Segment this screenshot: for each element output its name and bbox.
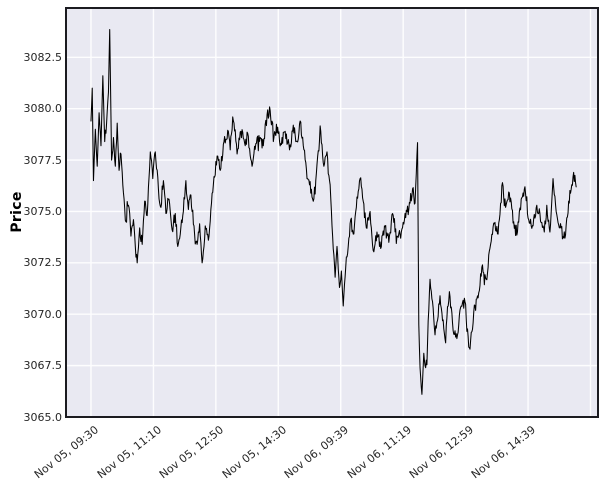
axes-background xyxy=(66,8,598,417)
y-axis-tick-label: 3077.5 xyxy=(23,153,63,167)
y-axis-tick-label: 3070.0 xyxy=(23,307,63,321)
y-axis-tick-label: 3082.5 xyxy=(23,50,63,64)
y-axis-tick-label: 3072.5 xyxy=(23,256,63,270)
price-line xyxy=(90,29,577,395)
y-axis-tick-label: 3065.0 xyxy=(23,410,63,424)
y-axis-tick-label: 3080.0 xyxy=(23,102,63,116)
axes-frame xyxy=(65,7,599,418)
y-axis-tick-label: 3075.0 xyxy=(23,204,63,218)
gridlines xyxy=(66,8,598,418)
y-axis-tick-label: 3067.5 xyxy=(23,359,63,373)
